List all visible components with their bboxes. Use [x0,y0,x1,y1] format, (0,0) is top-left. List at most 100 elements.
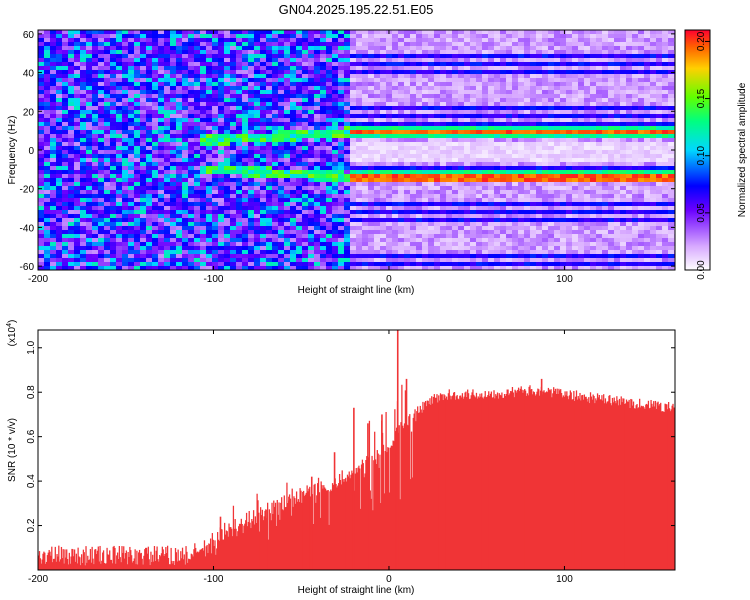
heatmap-cell [56,194,62,198]
heatmap-cell [266,162,272,166]
heatmap-cell [356,214,362,218]
heatmap-cell [266,34,272,38]
heatmap-cell [476,42,482,46]
heatmap-cell [158,42,164,46]
heatmap-cell [260,190,266,194]
heatmap-cell [206,178,212,182]
heatmap-cell [368,78,374,82]
heatmap-cell [254,130,260,134]
heatmap-cell [422,110,428,114]
heatmap-cell [446,162,452,166]
heatmap-cell [182,146,188,150]
heatmap-cell [308,138,314,142]
heatmap-cell [170,258,176,262]
heatmap-cell [296,214,302,218]
heatmap-cell [254,158,260,162]
heatmap-cell [524,190,530,194]
heatmap-cell [104,42,110,46]
heatmap-cell [368,70,374,74]
heatmap-cell [122,234,128,238]
heatmap-cell [428,258,434,262]
heatmap-cell [200,230,206,234]
heatmap-cell [488,130,494,134]
heatmap-cell [326,254,332,258]
heatmap-cell [350,154,356,158]
heatmap-cell [392,50,398,54]
heatmap-cell [518,242,524,246]
heatmap-cell [308,78,314,82]
heatmap-cell [272,154,278,158]
heatmap-cell [482,110,488,114]
heatmap-cell [74,134,80,138]
heatmap-cell [476,94,482,98]
heatmap-cell [44,134,50,138]
heatmap-cell [152,118,158,122]
heatmap-cell [308,214,314,218]
heatmap-cell [434,170,440,174]
heatmap-cell [392,130,398,134]
heatmap-cell [470,182,476,186]
heatmap-cell [158,78,164,82]
heatmap-cell [314,166,320,170]
heatmap-cell [434,130,440,134]
heatmap-cell [272,74,278,78]
heatmap-cell [188,226,194,230]
heatmap-cell [440,162,446,166]
heatmap-cell [272,186,278,190]
heatmap-cell [314,102,320,106]
heatmap-cell [506,34,512,38]
heatmap-cell [362,218,368,222]
heatmap-cell [170,250,176,254]
heatmap-cell [62,130,68,134]
heatmap-cell [170,110,176,114]
heatmap-cell [350,138,356,142]
heatmap-cell [164,146,170,150]
heatmap-cell [86,178,92,182]
heatmap-cell [350,162,356,166]
heatmap-cell [350,250,356,254]
heatmap-cell [470,210,476,214]
heatmap-cell [350,126,356,130]
heatmap-cell [404,230,410,234]
heatmap-cell [158,178,164,182]
heatmap-cell [116,266,122,270]
heatmap-cell [374,166,380,170]
heatmap-cell [122,166,128,170]
heatmap-cell [128,258,134,262]
heatmap-cell [296,62,302,66]
heatmap-cell [302,78,308,82]
heatmap-cell [344,166,350,170]
heatmap-cell [290,122,296,126]
heatmap-cell [200,266,206,270]
heatmap-cell [110,258,116,262]
heatmap-cell [440,46,446,50]
heatmap-cell [428,250,434,254]
heatmap-cell [518,98,524,102]
heatmap-cell [452,194,458,198]
heatmap-cell [260,50,266,54]
heatmap-cell [230,234,236,238]
heatmap-cell [380,66,386,70]
heatmap-cell [218,102,224,106]
heatmap-cell [164,202,170,206]
heatmap-cell [326,90,332,94]
heatmap-cell [62,102,68,106]
heatmap-cell [410,114,416,118]
heatmap-cell [458,130,464,134]
heatmap-cell [380,102,386,106]
heatmap-cell [116,206,122,210]
heatmap-cell [38,258,44,262]
heatmap-cell [464,62,470,66]
heatmap-cell [182,54,188,58]
heatmap-cell [320,166,326,170]
heatmap-cell [518,82,524,86]
heatmap-cell [86,42,92,46]
heatmap-cell [68,54,74,58]
heatmap-cell [44,50,50,54]
heatmap-cell [62,226,68,230]
heatmap-cell [392,158,398,162]
heatmap-cell [44,90,50,94]
heatmap-cell [308,218,314,222]
heatmap-cell [458,54,464,58]
heatmap-cell [254,150,260,154]
